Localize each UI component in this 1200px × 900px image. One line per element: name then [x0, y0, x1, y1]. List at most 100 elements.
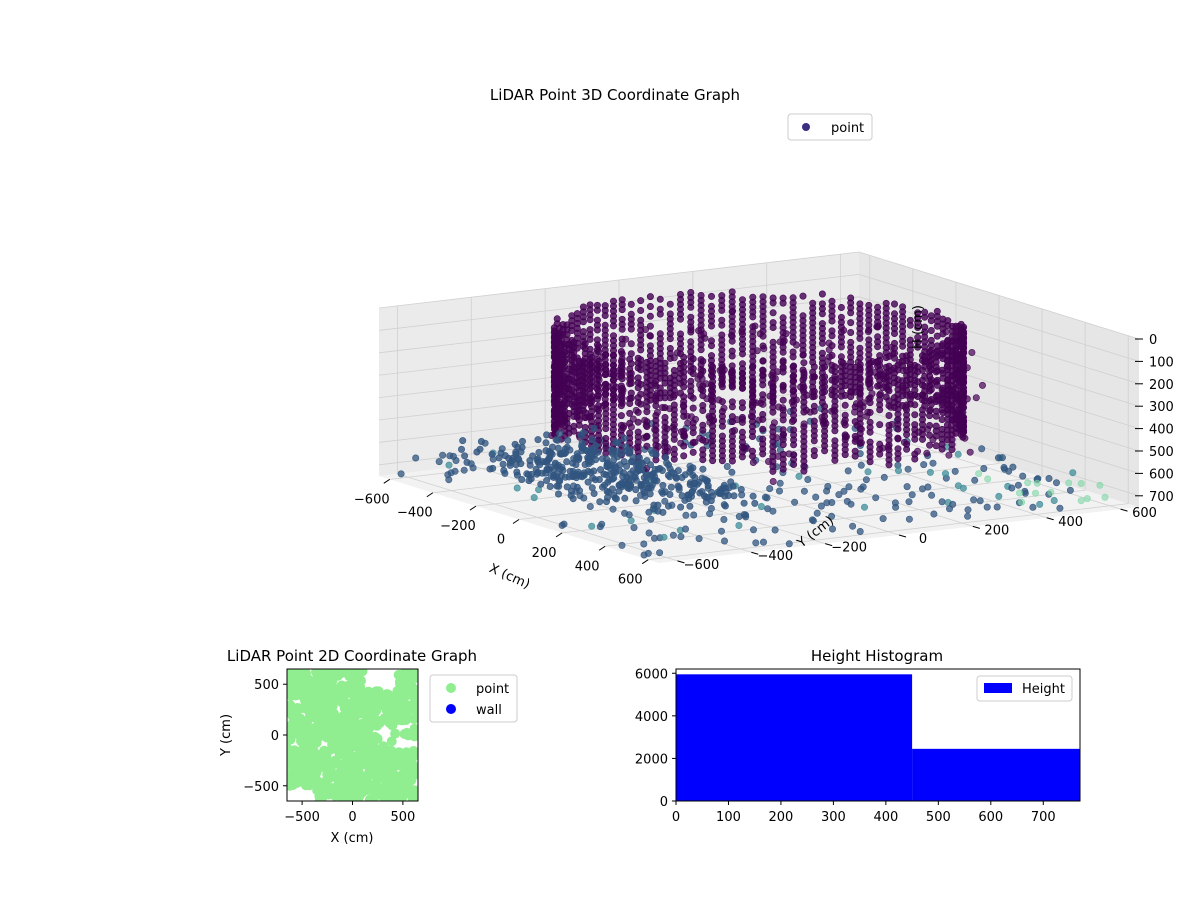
chart-3d-legend: point	[787, 113, 873, 141]
3d-point	[874, 343, 882, 351]
histogram-legend-label: Height	[1022, 682, 1065, 697]
3d-point	[1047, 488, 1055, 496]
3d-point	[576, 360, 584, 368]
3d-point	[862, 476, 870, 484]
3d-point	[889, 350, 897, 358]
3d-point	[876, 390, 884, 398]
3d-point	[633, 444, 641, 452]
3d-point	[659, 481, 667, 489]
3d-point	[797, 383, 805, 391]
3d-point	[944, 346, 952, 354]
2d-point	[394, 755, 405, 766]
3d-point	[561, 415, 569, 423]
histogram-y-tick-label: 6000	[635, 667, 668, 682]
3d-point	[513, 468, 521, 476]
3d-point	[904, 465, 912, 473]
3d-point	[595, 376, 603, 384]
3d-point	[656, 310, 664, 318]
3d-point	[666, 473, 674, 481]
3d-point	[687, 326, 695, 334]
histogram-legend: Height	[976, 675, 1073, 702]
3d-point	[954, 450, 962, 458]
3d-point	[810, 452, 818, 460]
3d-point	[738, 453, 746, 461]
2d-point	[409, 785, 418, 796]
3d-point	[1014, 481, 1022, 489]
3d-point	[704, 482, 712, 490]
3d-point	[759, 450, 767, 458]
3d-point	[933, 381, 941, 389]
3d-point	[586, 502, 594, 510]
3d-point	[945, 505, 953, 513]
3d-point	[646, 472, 654, 480]
3d-point	[884, 443, 892, 451]
3d-point	[779, 364, 787, 372]
3d-point	[578, 444, 586, 452]
3d-point	[592, 456, 600, 464]
2d-point	[336, 783, 347, 794]
3d-point	[1077, 479, 1085, 487]
3d-point	[577, 432, 585, 440]
3d-point	[569, 459, 577, 467]
3d-point	[847, 388, 855, 396]
3d-point	[852, 400, 860, 408]
3d-point	[963, 364, 971, 372]
3d-point	[1045, 474, 1053, 482]
2d-y-tick-label: −500	[243, 780, 279, 795]
histogram-x-tick-label: 600	[978, 810, 1003, 825]
2d-x-tick-label: −500	[284, 810, 320, 825]
3d-point	[789, 353, 797, 361]
2d-x-tick-label: 500	[390, 810, 415, 825]
3d-point	[634, 398, 642, 406]
3d-point	[810, 363, 818, 371]
chart-2d-legend-point-label: point	[476, 682, 509, 697]
3d-point	[707, 292, 715, 300]
3d-point	[699, 426, 707, 434]
3d-y-tick	[1046, 517, 1054, 521]
3d-point	[601, 311, 609, 319]
3d-point	[840, 419, 848, 427]
3d-point	[769, 467, 777, 475]
3d-point	[499, 460, 507, 468]
2d-y-tick-label: 500	[254, 678, 279, 693]
3d-point	[584, 478, 592, 486]
3d-point	[984, 475, 992, 483]
3d-point	[821, 363, 829, 371]
2d-point	[409, 731, 418, 741]
3d-point	[841, 391, 849, 399]
3d-point	[652, 402, 660, 410]
3d-grid-line	[397, 473, 678, 562]
3d-point	[776, 479, 784, 487]
2d-point	[356, 742, 367, 753]
3d-point	[918, 391, 926, 399]
histogram-title: Height Histogram	[811, 647, 943, 665]
3d-point	[933, 322, 941, 330]
3d-point	[901, 403, 909, 411]
2d-point	[287, 734, 296, 745]
3d-point	[537, 480, 545, 488]
3d-point	[666, 465, 674, 473]
3d-point	[933, 396, 941, 404]
3d-point	[612, 438, 620, 446]
3d-point	[548, 443, 556, 451]
3d-point	[682, 511, 690, 519]
3d-point	[497, 449, 505, 457]
3d-x-tick	[383, 478, 391, 484]
3d-point	[689, 370, 697, 378]
3d-point	[652, 395, 660, 403]
3d-point	[728, 337, 736, 345]
3d-point	[707, 504, 715, 512]
3d-point	[617, 402, 625, 410]
3d-z-tick-label: 600	[1149, 467, 1174, 482]
3d-point	[775, 487, 783, 495]
3d-point	[660, 533, 668, 541]
3d-point	[911, 411, 919, 419]
3d-point	[747, 412, 755, 420]
3d-point	[828, 332, 836, 340]
3d-point	[954, 482, 962, 490]
3d-point	[647, 515, 655, 523]
3d-point	[859, 483, 867, 491]
3d-point	[679, 401, 687, 409]
3d-point	[764, 505, 772, 513]
3d-point	[841, 401, 849, 409]
